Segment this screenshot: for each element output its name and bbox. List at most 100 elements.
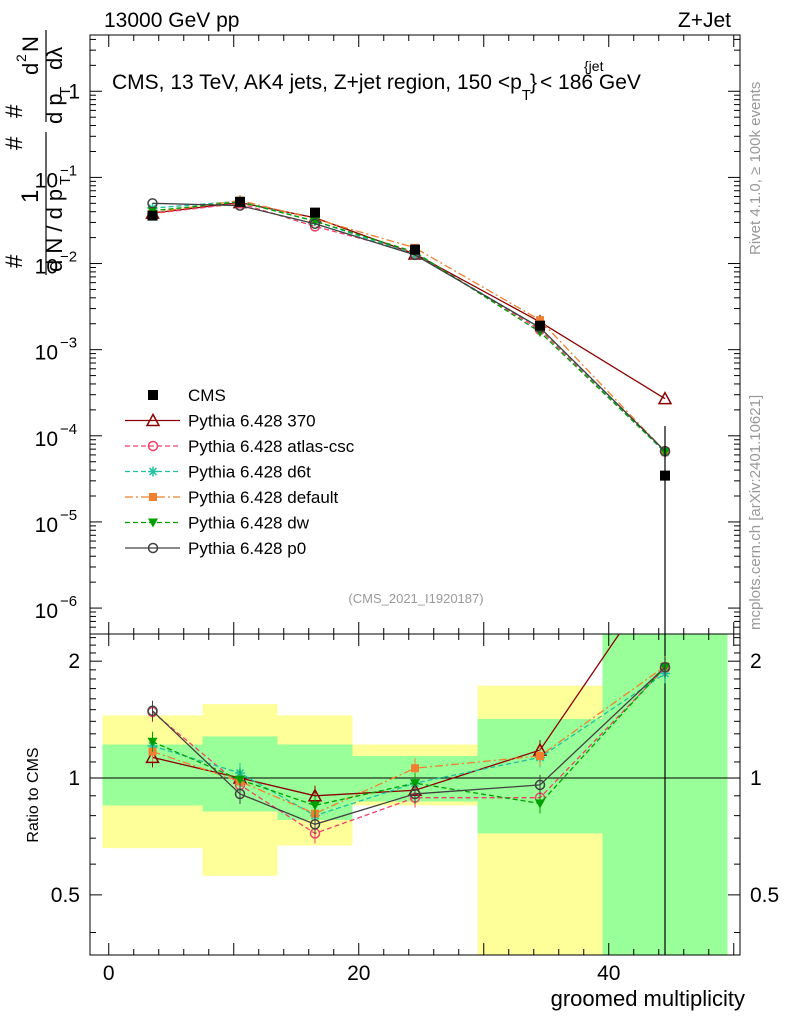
mc-marker [657, 391, 673, 405]
cms-data-point [310, 207, 320, 218]
cms-data-point [235, 196, 245, 207]
ratio-marker [535, 799, 545, 809]
header-group: 13000 GeV pp Z+Jet [104, 9, 731, 32]
ratio-marker [411, 764, 419, 773]
y-tick-label-exponent: −1 [60, 162, 77, 179]
energy-label: 13000 GeV pp [104, 9, 239, 32]
legend-entry: Pythia 6.428 atlas-csc [125, 437, 355, 456]
cms-data-point [410, 244, 420, 255]
legend-label: Pythia 6.428 p0 [188, 539, 306, 558]
legend-label: Pythia 6.428 dw [188, 514, 310, 533]
analysis-watermark: (CMS_2021_I1920187) [348, 591, 483, 606]
ratio-line-dw [152, 666, 666, 807]
legend-label: CMS [188, 386, 226, 405]
cms-data-point [535, 320, 545, 331]
ratio-line-default [152, 665, 666, 815]
y-tick-label: 10 [35, 342, 58, 365]
ratio-y-axis-label: Ratio to CMS [25, 747, 42, 842]
ratio-marker [534, 779, 546, 791]
ratio-y-tick-label: 2 [68, 650, 80, 673]
ratio-plot-frame [89, 633, 741, 956]
ratio-y-tick-label-right: 2 [750, 650, 762, 673]
mc-line-370 [152, 201, 666, 400]
title-sub: T [522, 87, 531, 104]
ratio-marker [235, 775, 245, 785]
ratio-line-p0 [152, 666, 666, 825]
ylabel-part-3: T [57, 176, 74, 185]
ylabel-part-7: N [18, 36, 43, 52]
y-tick-label: 1 [68, 80, 80, 103]
y-tick-label: 10 [35, 428, 58, 451]
legend-marker [148, 518, 158, 528]
legend-entry: Pythia 6.428 d6t [125, 463, 311, 482]
y-tick-label-exponent: −2 [60, 249, 77, 266]
ylabel-part-4: # [1, 254, 28, 268]
ratio-marker [536, 751, 544, 760]
y-tick-label: 10 [35, 514, 58, 537]
title-end: < 186 GeV [540, 71, 641, 94]
ratio-marker [147, 705, 158, 717]
process-label: Z+Jet [678, 9, 731, 32]
mc-line-default [152, 199, 666, 452]
ratio-line-atlas-csc [152, 667, 666, 835]
legend-marker [148, 466, 158, 477]
ylabel-part-8: d p [42, 93, 67, 124]
mc-line-d6t [152, 200, 666, 453]
ylabel-part-2: d N / d p [42, 189, 67, 272]
legend-marker [149, 493, 157, 501]
x-tick-label: 40 [597, 962, 620, 985]
ylabel-part-9: T [57, 87, 74, 96]
legend-label: Pythia 6.428 d6t [188, 463, 311, 482]
ratio-curves [145, 633, 671, 844]
mc-marker [147, 198, 158, 209]
ylabel-part-1: 1 [17, 190, 44, 203]
svg-text:CMS, 13 TeV, AK4 jets, Z+jet r: CMS, 13 TeV, AK4 jets, Z+jet region, 150… [112, 71, 641, 104]
rivet-version-label: Rivet 4.1.0, ≥ 100k events [747, 82, 764, 255]
legend-marker [145, 412, 161, 427]
mcplots-source-label: mcplots.cern.ch [arXiv:2401.10621] [747, 395, 764, 630]
plot-title: CMS, 13 TeV, AK4 jets, Z+jet region, 150… [112, 58, 641, 104]
x-tick-label: 20 [347, 962, 370, 985]
ratio-y-tick-label-right: 1 [750, 767, 762, 790]
legend-marker [147, 542, 159, 554]
cms-data-points [147, 196, 670, 955]
ylabel-part-5: d [18, 63, 43, 75]
ylabel-part-6: 2 [13, 54, 29, 62]
ylabel-part-10: dλ [42, 47, 67, 70]
legend-entry: Pythia 6.428 default [125, 488, 339, 507]
y-tick-label-exponent: −6 [60, 593, 77, 610]
ratio-line-d6t [152, 672, 666, 817]
legend-entry: Pythia 6.428 dw [125, 514, 310, 533]
legend-label: Pythia 6.428 atlas-csc [188, 437, 355, 456]
legend-marker-stroke [148, 467, 158, 476]
legend-entry: Pythia 6.428 p0 [125, 539, 306, 558]
legend-marker [147, 440, 159, 452]
legend-marker-cms [148, 390, 158, 400]
ratio-marker [147, 737, 158, 747]
main-y-axis-label: 1 d N / d p T # d 2 N d p T dλ # # [1, 30, 74, 275]
legend-entry: CMS [148, 386, 226, 405]
cms-data-point [147, 210, 158, 221]
ratio-y-tick-label: 0.5 [51, 884, 80, 907]
title-sup2: } [530, 71, 537, 94]
mc-marker [309, 218, 321, 229]
ratio-marker [234, 788, 246, 800]
cms-data-point [660, 470, 670, 481]
y-tick-label-exponent: −3 [60, 335, 77, 352]
y-tick-label-exponent: −5 [60, 507, 77, 524]
title-main: CMS, 13 TeV, AK4 jets, Z+jet region, 150… [112, 71, 522, 94]
ratio-marker [410, 779, 420, 789]
ylabel-part-12: # [1, 136, 28, 150]
mc-line-dw [152, 201, 666, 453]
ratio-line-370 [152, 633, 620, 797]
ratio-marker [310, 801, 320, 811]
legend-entry: Pythia 6.428 370 [125, 412, 316, 431]
ylabel-part-11: # [1, 104, 28, 118]
mc-line-p0 [152, 202, 666, 452]
legend-label: Pythia 6.428 default [188, 488, 339, 507]
ratio-marker [145, 749, 160, 764]
ratio-y-tick-label: 1 [68, 767, 80, 790]
x-axis-label: groomed multiplicity [551, 986, 745, 1011]
